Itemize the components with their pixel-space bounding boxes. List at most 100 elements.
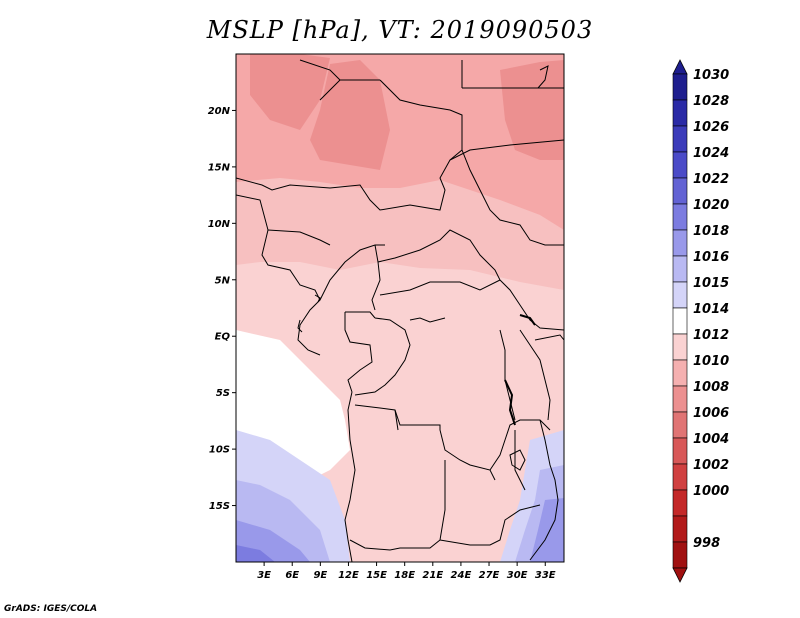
colorbar-label: 1028 [693,94,729,109]
colorbar-label: 1016 [693,250,729,265]
colorbar-top-arrow [672,59,688,75]
colorbar-swatch [672,411,688,439]
grads-credit: GrADS: IGES/COLA [4,604,98,614]
colorbar-swatch [672,281,688,309]
car-border [377,229,501,281]
lon-tick-label: 24E [451,570,472,581]
lon-tick-label: 30E [507,570,528,581]
drc-angola-border [354,404,496,481]
colorbar-label: 1002 [693,458,729,473]
colorbar-swatch [672,437,688,465]
lon-tick-label: 12E [338,570,359,581]
colorbar-label: 1006 [693,406,729,421]
lat-tick-label: 10S [209,445,230,456]
colorbar-label: 1014 [693,302,729,317]
angola-namibia-border [349,460,446,551]
colorbar-swatch [672,73,688,101]
colorbar-label: 1008 [693,380,729,395]
plot-frame [235,53,565,563]
colorbar-label: 1004 [693,432,729,447]
lon-tick-label: 33E [535,570,556,581]
colorbar-label: 1010 [693,354,729,369]
south-sudan-border [499,279,564,331]
field-1008-central [310,60,390,170]
colorbar-swatch [672,489,688,517]
field-1008-west [250,54,330,130]
field-1022 [236,545,275,562]
nigeria-cameroon-border [319,244,385,301]
map-title: MSLP [hPa], VT: 2019090503 [206,16,594,44]
colorbar-swatch [672,151,688,179]
colorbar-swatch [672,541,688,569]
colorbar-swatch [672,333,688,361]
sahel-border-line [236,139,564,211]
colorbar-swatch [672,99,688,127]
lat-tick-label: 15S [209,501,230,512]
colorbar-label: 1000 [693,484,729,499]
colorbar-label: 1015 [693,276,729,291]
cameroon-east-border [371,244,381,311]
colorbar: 1030 1028 1026 1024 1022 1020 1018 1016 1015 1014… [672,59,729,583]
lake-malawi [509,449,526,471]
angola-line [394,409,399,431]
lat-tick-label: 20N [208,106,231,117]
sudan-south-border [461,149,564,246]
pressure-field [236,54,564,562]
congo-drc-border [354,317,411,396]
lon-tick-label: 18E [394,570,415,581]
lake-victoria [519,314,536,326]
colorbar-label: 1022 [693,172,729,187]
cameroon-coast-detail [314,294,321,303]
nigeria-north-border [267,229,331,246]
latitude-axis: 20N 15N 10N 5N EQ 5S 10S 15S [208,106,236,512]
lat-tick-label: 5N [215,275,231,286]
congo-river [409,317,446,323]
colorbar-swatch [672,255,688,283]
colorbar-label: 1012 [693,328,729,343]
west-coast-line [236,194,321,356]
colorbar-swatch [672,229,688,257]
angola-coast [344,391,356,562]
longitude-axis: 3E 6E 9E 12E 15E 18E 21E 24E 27E 30E 33E [257,562,556,581]
car-south-border [379,279,501,296]
colorbar-label: 1018 [693,224,729,239]
lon-tick-label: 6E [285,570,299,581]
field-1008-east [500,60,564,160]
colorbar-label: 1030 [693,68,729,83]
lat-tick-label: 5S [216,388,230,399]
colorbar-swatch [672,359,688,387]
colorbar-bottom-arrow [672,567,688,583]
lon-tick-label: 3E [257,570,271,581]
colorbar-label: 998 [693,536,720,551]
colorbar-label: 1026 [693,120,729,135]
colorbar-swatch [672,177,688,205]
colorbar-swatch [672,203,688,231]
colorbar-swatch [672,125,688,153]
colorbar-swatch [672,515,688,543]
gabon-congo-border [344,312,373,393]
colorbar-swatch [672,463,688,491]
namibia-botswana-border [439,504,541,546]
lon-tick-label: 21E [422,570,443,581]
algeria-libya-border [299,59,341,81]
lat-tick-label: EQ [215,332,231,343]
lon-tick-label: 9E [313,570,327,581]
tanzania-border [519,329,551,421]
lon-tick-label: 27E [479,570,500,581]
lat-tick-label: 15N [208,162,231,173]
colorbar-swatch [672,385,688,413]
colorbar-swatch [672,307,688,335]
country-borders [236,59,564,562]
red-sea-coast [537,65,549,89]
lake-tanganyika [504,379,516,426]
malawi-border [514,430,526,491]
colorbar-label: 1020 [693,198,729,213]
lon-tick-label: 15E [366,570,387,581]
kenya-border [534,334,564,341]
gabon-north-border [345,311,376,319]
mozambique-coast [529,419,559,561]
lat-tick-label: 10N [208,219,231,230]
colorbar-label: 1024 [693,146,729,161]
bioko-island [297,319,303,333]
